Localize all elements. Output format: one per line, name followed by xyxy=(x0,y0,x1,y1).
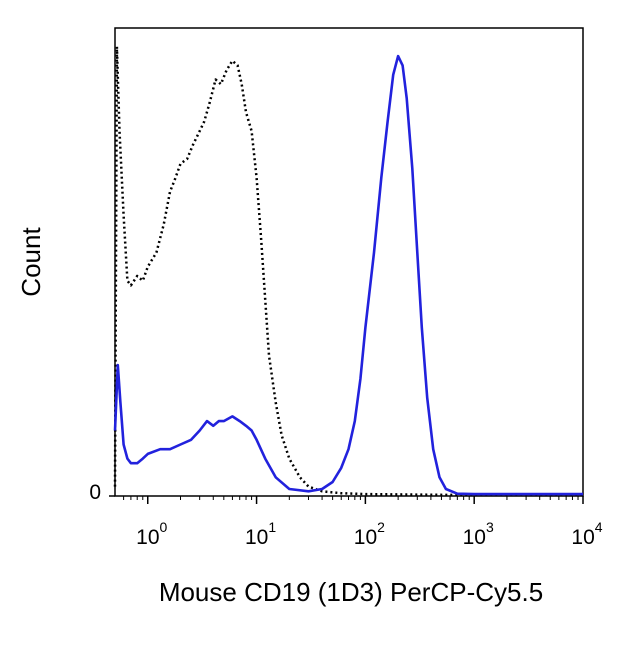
x-tick-label-2: 102 xyxy=(354,519,385,549)
series-line-0 xyxy=(113,45,583,497)
y-axis-ticks: 0 xyxy=(89,481,115,504)
plot-frame xyxy=(114,27,584,497)
y-tick-label-0: 0 xyxy=(89,481,101,504)
series-layer xyxy=(113,45,583,497)
series-line-1 xyxy=(113,54,583,496)
x-axis-ticks: 100 101 102 103 104 xyxy=(123,496,603,549)
x-tick-label-1: 101 xyxy=(245,519,276,549)
y-axis-title: Count xyxy=(16,227,46,297)
x-tick-label-3: 103 xyxy=(463,519,494,549)
x-tick-label-4: 104 xyxy=(571,519,602,549)
x-axis-title: Mouse CD19 (1D3) PerCP-Cy5.5 xyxy=(159,577,543,607)
x-tick-label-0: 100 xyxy=(136,519,167,549)
